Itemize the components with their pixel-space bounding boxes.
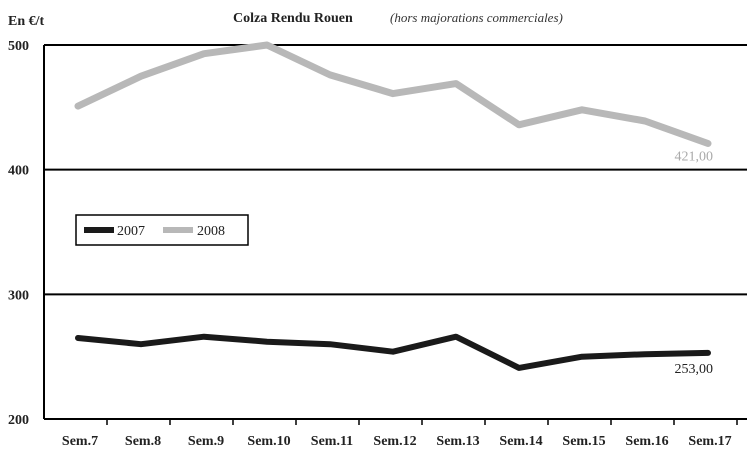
x-tick-label-Sem.12: Sem.12	[373, 434, 416, 449]
y-axis-title: En €/t	[8, 14, 45, 29]
x-tick-label-Sem.11: Sem.11	[311, 434, 353, 449]
y-tick-label-400: 400	[8, 164, 29, 179]
legend: 2007 2008	[75, 214, 249, 246]
x-tick-label-Sem.14: Sem.14	[499, 434, 542, 449]
y-axis: 200 300 400 500	[8, 39, 29, 428]
x-tick-label-Sem.15: Sem.15	[562, 434, 605, 449]
series-line-2008	[74, 41, 712, 147]
x-tick-label-Sem.9: Sem.9	[188, 434, 224, 449]
x-tick-label-Sem.8: Sem.8	[125, 434, 161, 449]
chart-subtitle: (hors majorations commerciales)	[390, 10, 563, 25]
grid	[43, 44, 747, 420]
x-tick-label-Sem.10: Sem.10	[247, 434, 290, 449]
series-layer: 253,00 421,00	[74, 41, 714, 377]
y-tick-label-200: 200	[8, 413, 29, 428]
x-tick-label-Sem.13: Sem.13	[436, 434, 479, 449]
x-tick-label-Sem.16: Sem.16	[625, 434, 668, 449]
end-value-label-2007: 253,00	[675, 362, 714, 377]
x-axis: Sem.7 Sem.8 Sem.9 Sem.10 Sem.11 Sem.12 Sem.13 S…	[62, 419, 738, 449]
legend-label-2007: 2007	[117, 224, 145, 239]
series-line-2007	[75, 333, 711, 371]
chart-title: Colza Rendu Rouen	[233, 11, 353, 26]
y-tick-label-500: 500	[8, 39, 29, 54]
y-tick-label-300: 300	[8, 288, 29, 303]
end-value-label-2008: 421,00	[675, 149, 714, 164]
x-tick-label-Sem.17: Sem.17	[688, 434, 731, 449]
legend-label-2008: 2008	[197, 224, 225, 239]
x-tick-label-Sem.7: Sem.7	[62, 434, 98, 449]
